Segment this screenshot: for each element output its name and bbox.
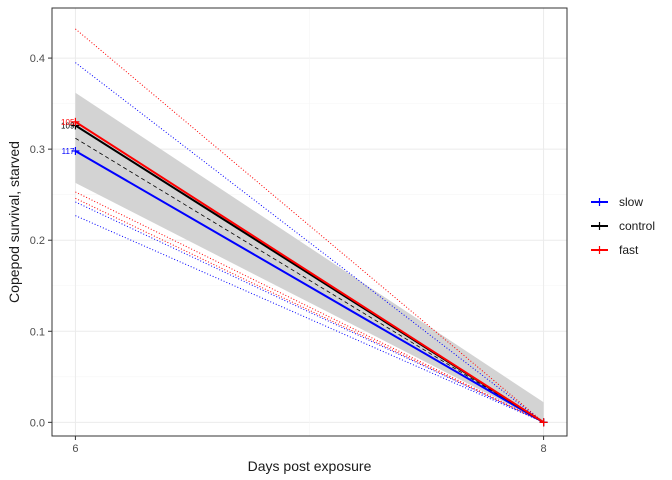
point-label-control: 109	[61, 121, 75, 130]
confidence-band-layer	[75, 92, 544, 423]
confidence-band	[75, 92, 544, 423]
y-axis-title: Copepod survival, starved	[6, 141, 22, 303]
individual-line	[75, 215, 544, 423]
y-tick-label: 0.1	[30, 326, 45, 338]
point-label-fast: 105	[61, 118, 75, 127]
series-layer	[71, 117, 548, 427]
y-tick-label: 0.0	[30, 417, 45, 429]
y-axis: 0.0 0.1 0.2 0.3 0.4	[30, 53, 52, 429]
series-line-fast	[74, 120, 545, 424]
legend-label-slow: slow	[619, 195, 643, 209]
individual-line	[75, 201, 544, 423]
individual-line	[75, 197, 544, 423]
point-label-slow: 117	[62, 147, 75, 156]
individual-line	[75, 62, 544, 423]
y-tick-label: 0.4	[30, 53, 45, 65]
x-axis-title: Days post exposure	[248, 458, 372, 474]
individual-lines-layer	[75, 28, 544, 423]
legend-label-control: control	[619, 219, 655, 233]
x-tick-label: 6	[72, 443, 78, 455]
y-tick-label: 0.2	[30, 235, 45, 247]
y-tick-label: 0.3	[30, 144, 45, 156]
legend-label-fast: fast	[619, 243, 639, 257]
x-tick-label: 8	[541, 443, 547, 455]
overall-fit-line	[75, 137, 544, 423]
legend: slow control fast	[591, 195, 655, 257]
overall-fit-layer	[75, 137, 544, 423]
series-line-slow	[74, 150, 545, 424]
panel-border	[51, 7, 568, 437]
